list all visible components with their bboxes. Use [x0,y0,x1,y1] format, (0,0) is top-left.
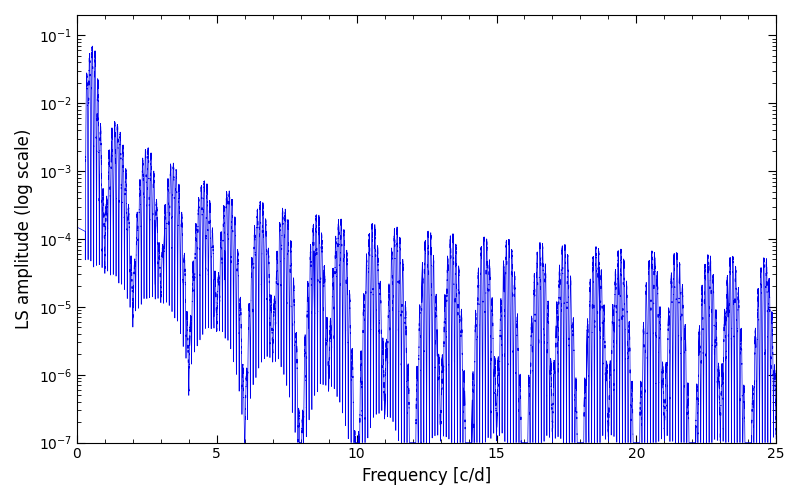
Y-axis label: LS amplitude (log scale): LS amplitude (log scale) [15,128,33,329]
X-axis label: Frequency [c/d]: Frequency [c/d] [362,467,491,485]
